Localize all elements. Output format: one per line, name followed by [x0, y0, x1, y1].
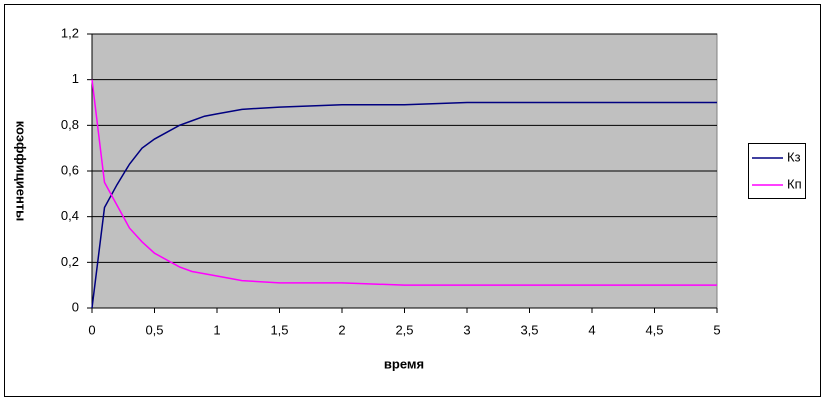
x-tick-label: 1,5: [270, 322, 288, 337]
y-tick-label: 1: [72, 71, 79, 86]
y-tick-label: 0,4: [61, 208, 79, 223]
series-line: [91, 79, 717, 286]
y-tick-label: 0,2: [61, 254, 79, 269]
x-tick-label: 2: [338, 322, 345, 337]
legend-label: Кп: [787, 176, 802, 191]
legend-label: Кз: [787, 149, 801, 164]
x-tick-label: 2,5: [395, 322, 413, 337]
y-tick-label: 0,8: [61, 117, 79, 132]
x-tick-label: 3,5: [520, 322, 538, 337]
x-tick-label: 1: [213, 322, 220, 337]
x-tick-label: 0: [88, 322, 95, 337]
legend-box: [748, 143, 806, 199]
x-axis-label: время: [384, 356, 424, 371]
x-tick-label: 3: [463, 322, 470, 337]
y-tick-label: 0: [72, 299, 79, 314]
x-tick-label: 5: [713, 322, 720, 337]
x-tick-label: 4,5: [645, 322, 663, 337]
x-tick-label: 0,5: [145, 322, 163, 337]
y-tick-label: 1,2: [61, 25, 79, 40]
series-line: [91, 101, 717, 309]
x-tick-label: 4: [588, 322, 595, 337]
legend: Кз Кп: [748, 143, 806, 199]
y-axis-label: коэффициенты: [14, 121, 29, 222]
y-tick-label: 0,6: [61, 162, 79, 177]
